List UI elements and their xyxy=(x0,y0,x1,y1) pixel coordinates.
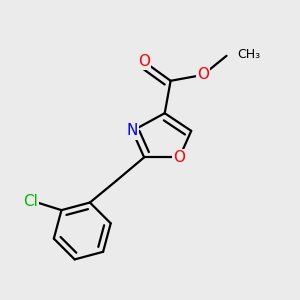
Text: O: O xyxy=(173,150,185,165)
Text: CH₃: CH₃ xyxy=(237,48,260,61)
Text: N: N xyxy=(127,123,138,138)
Text: O: O xyxy=(138,54,150,69)
Text: O: O xyxy=(197,68,209,82)
Text: Cl: Cl xyxy=(23,194,38,209)
